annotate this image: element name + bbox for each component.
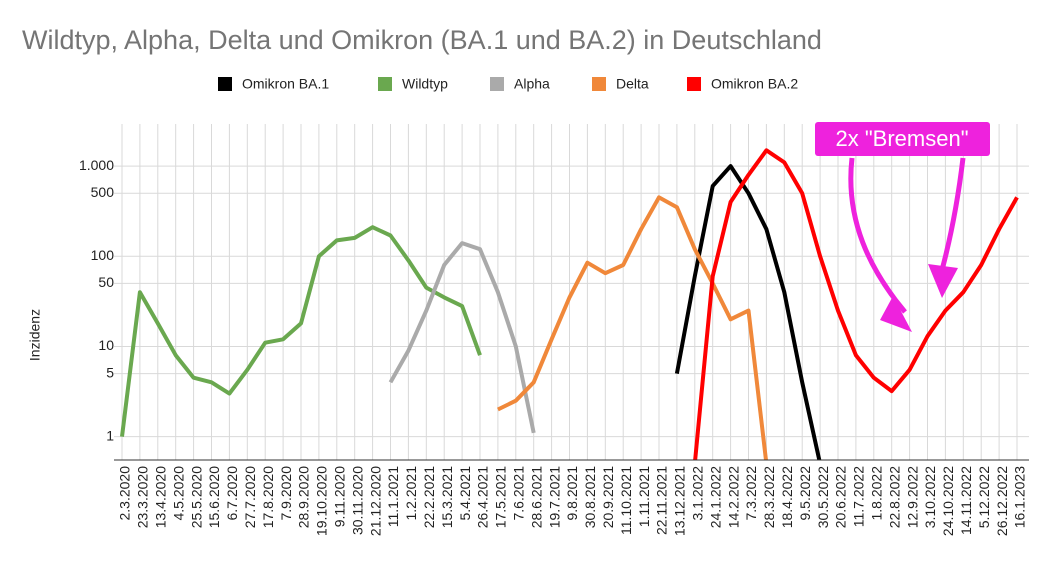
arrow-head: [880, 296, 912, 332]
x-tick-label: 7.3.2022: [743, 466, 759, 521]
arrow-head: [928, 264, 958, 298]
x-tick-label: 21.12.2020: [367, 466, 383, 536]
x-tick-label: 17.8.2020: [260, 466, 276, 528]
x-tick-label: 9.11.2020: [332, 466, 348, 527]
x-tick-label: 19.7.2021: [546, 466, 562, 528]
chart-title: Wildtyp, Alpha, Delta und Omikron (BA.1 …: [22, 25, 822, 55]
x-tick-label: 13.12.2021: [672, 466, 688, 536]
y-tick-label: 1.000: [79, 157, 114, 173]
arrow: [848, 157, 907, 314]
x-tick-label: 14.2.2022: [725, 466, 741, 528]
x-tick-label: 22.2.2021: [421, 466, 437, 528]
x-tick-label: 22.8.2022: [886, 466, 902, 528]
x-tick-label: 9.5.2022: [797, 466, 813, 521]
y-tick-label: 5: [106, 364, 114, 380]
legend-swatch: [687, 77, 701, 91]
x-tick-label: 7.6.2021: [511, 466, 527, 521]
x-tick-label: 4.5.2020: [170, 466, 186, 521]
x-tick-label: 20.6.2022: [833, 466, 849, 528]
x-tick-label: 28.9.2020: [296, 466, 312, 528]
legend-label: Omikron BA.2: [711, 76, 798, 92]
x-tick-label: 16.1.2023: [1012, 466, 1028, 528]
x-tick-label: 20.9.2021: [600, 466, 616, 528]
x-tick-label: 9.8.2021: [564, 466, 580, 521]
x-tick-label: 5.4.2021: [457, 466, 473, 521]
x-tick-label: 17.5.2021: [493, 466, 509, 528]
x-tick-label: 18.4.2022: [779, 466, 795, 528]
x-tick-label: 1.8.2022: [869, 466, 885, 521]
x-tick-label: 30.5.2022: [815, 466, 831, 528]
x-tick-label: 30.11.2020: [349, 466, 365, 535]
series-line: [693, 148, 1019, 460]
x-tick-label: 22.11.2021: [654, 466, 670, 535]
x-tick-label: 11.1.2021: [385, 466, 401, 527]
x-tick-label: 3.1.2022: [690, 466, 706, 521]
x-tick-label: 28.6.2021: [528, 466, 544, 528]
series-line: [120, 225, 482, 437]
y-tick-label: 100: [91, 247, 115, 263]
y-axis-label: Inzidenz: [27, 309, 43, 361]
annotation-text: 2x "Bremsen": [836, 126, 969, 151]
y-tick-label: 50: [98, 274, 114, 290]
x-tick-label: 13.4.2020: [153, 466, 169, 528]
x-tick-label: 24.10.2022: [940, 466, 956, 536]
x-tick-label: 15.3.2021: [439, 466, 455, 528]
series-line: [674, 164, 822, 460]
x-tick-label: 26.12.2022: [994, 466, 1010, 536]
annotation: 2x "Bremsen": [815, 122, 990, 332]
y-tick-label: 10: [98, 337, 114, 353]
x-tick-label: 24.1.2022: [707, 466, 723, 528]
x-tick-label: 27.7.2020: [242, 466, 258, 528]
annotation-box: [815, 122, 990, 156]
legend-swatch: [490, 77, 504, 91]
x-tick-label: 19.10.2020: [314, 466, 330, 536]
x-tick-label: 7.9.2020: [278, 466, 294, 521]
x-tick-label: 11.7.2022: [851, 466, 867, 527]
x-tick-label: 30.8.2021: [582, 466, 598, 528]
x-tick-label: 23.3.2020: [135, 466, 151, 528]
x-tick-label: 6.7.2020: [224, 466, 240, 521]
x-tick-label: 1.11.2021: [636, 466, 652, 527]
legend-label: Wildtyp: [402, 76, 448, 92]
x-tick-label: 3.10.2022: [922, 466, 938, 528]
x-tick-label: 2.3.2020: [117, 466, 133, 521]
arrow: [939, 157, 966, 271]
y-tick-label: 1: [106, 427, 114, 443]
x-tick-label: 1.2.2021: [403, 466, 419, 521]
series-line: [388, 241, 536, 434]
plot-area: [120, 148, 1019, 460]
legend-label: Omikron BA.1: [242, 76, 329, 92]
legend-label: Alpha: [514, 76, 550, 92]
x-tick-label: 28.3.2022: [761, 466, 777, 528]
x-tick-label: 15.6.2020: [206, 466, 222, 528]
x-tick-label: 11.10.2021: [618, 466, 634, 535]
legend-label: Delta: [616, 76, 649, 92]
x-tick-label: 5.12.2022: [976, 466, 992, 528]
series-line: [497, 195, 768, 460]
x-tick-label: 14.11.2022: [958, 466, 974, 535]
legend-swatch: [592, 77, 606, 91]
legend-swatch: [218, 77, 232, 91]
x-tick-label: 12.9.2022: [904, 466, 920, 528]
legend-swatch: [378, 77, 392, 91]
x-tick-label: 25.5.2020: [188, 466, 204, 528]
y-tick-label: 500: [91, 184, 115, 200]
x-tick-label: 26.4.2021: [475, 466, 491, 528]
